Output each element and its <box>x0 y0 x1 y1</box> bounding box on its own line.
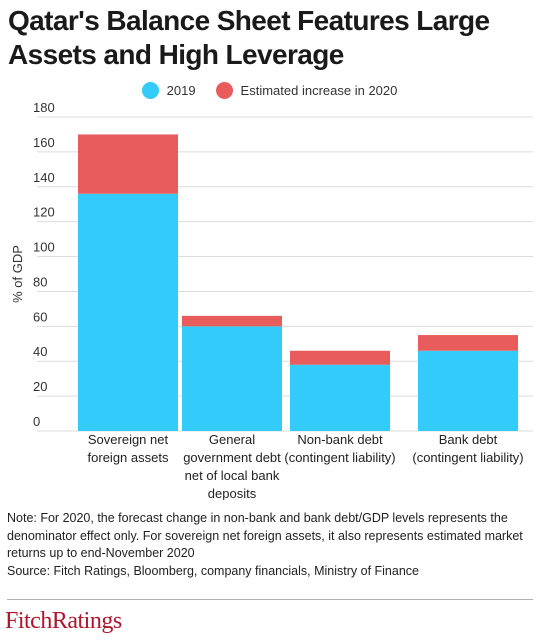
chart-title: Qatar's Balance Sheet Features Large Ass… <box>8 4 533 72</box>
x-category-label: deposits <box>208 486 257 500</box>
y-tick-label: 160 <box>33 135 55 150</box>
x-category-label: Sovereign net <box>88 432 169 447</box>
y-tick-label: 0 <box>33 414 40 429</box>
y-tick-label: 120 <box>33 205 55 220</box>
y-tick-label: 80 <box>33 274 47 289</box>
x-category-label: (contingent liability) <box>412 450 523 465</box>
y-axis-label: % of GDP <box>10 245 25 303</box>
bar-increase <box>78 134 178 194</box>
y-tick-label: 100 <box>33 240 55 255</box>
note-text: Note: For 2020, the forecast change in n… <box>7 511 523 560</box>
bar-increase <box>418 335 518 351</box>
bar-increase <box>290 350 390 365</box>
bar-2019 <box>182 326 282 431</box>
y-tick-label: 60 <box>33 309 47 324</box>
y-tick-label: 20 <box>33 379 47 394</box>
y-tick-label: 180 <box>33 100 55 115</box>
bar-2019 <box>290 364 390 431</box>
footer-divider <box>7 599 533 600</box>
legend-swatch-2019 <box>141 81 159 99</box>
fitch-ratings-logo: FitchRatings <box>5 608 122 634</box>
chart-title-line-1: Qatar's Balance Sheet Features Large <box>8 5 490 36</box>
x-category-label: net of local bank <box>185 468 280 483</box>
legend-swatch-increase <box>215 81 233 99</box>
x-category-label: Bank debt <box>439 432 498 447</box>
x-category-label: General <box>209 432 255 447</box>
stacked-bar-chart: 0 20 40 60 80 100 120 140 160 180 Sovereign net for… <box>10 100 533 500</box>
chart-legend: 2019 Estimated increase in 2020 <box>0 80 539 100</box>
y-tick-label: 40 <box>33 344 47 359</box>
legend-label-2019: 2019 <box>166 82 196 98</box>
x-category-label: Non-bank debt <box>297 432 383 447</box>
x-category-label: government debt <box>183 450 281 465</box>
legend-item-2019: 2019 <box>141 81 196 99</box>
bar-2019 <box>418 350 518 431</box>
legend-item-increase: Estimated increase in 2020 <box>215 81 398 99</box>
bar-increase <box>182 315 282 327</box>
bar-2019 <box>78 193 178 431</box>
chart-note: Note: For 2020, the forecast change in n… <box>7 510 532 580</box>
x-category-label: (contingent liability) <box>284 450 395 465</box>
source-text: Source: Fitch Ratings, Bloomberg, compan… <box>7 563 419 578</box>
y-tick-label: 140 <box>33 170 55 185</box>
chart-title-line-2: Assets and High Leverage <box>8 39 344 70</box>
legend-label-increase: Estimated increase in 2020 <box>240 82 398 98</box>
x-category-label: foreign assets <box>88 450 169 465</box>
